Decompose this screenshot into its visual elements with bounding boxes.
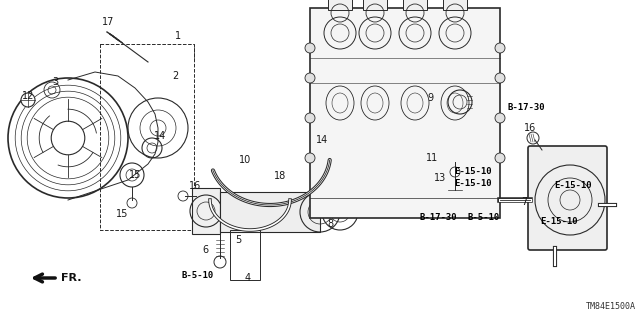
- Circle shape: [527, 132, 539, 144]
- Bar: [310, 8, 500, 218]
- Text: 16: 16: [189, 181, 201, 191]
- Circle shape: [305, 113, 315, 123]
- Circle shape: [21, 93, 35, 107]
- Text: 3: 3: [52, 77, 58, 87]
- Circle shape: [495, 113, 505, 123]
- Circle shape: [305, 73, 315, 83]
- Circle shape: [127, 198, 137, 208]
- Text: 14: 14: [154, 131, 166, 141]
- Text: 1: 1: [175, 31, 181, 41]
- Text: 11: 11: [426, 153, 438, 163]
- Text: 4: 4: [245, 273, 251, 283]
- Circle shape: [214, 256, 226, 268]
- Text: FR.: FR.: [61, 273, 81, 283]
- Text: E-15-10: E-15-10: [540, 218, 578, 226]
- Text: 5: 5: [235, 235, 241, 245]
- Text: 8: 8: [327, 219, 333, 229]
- Bar: [192, 188, 220, 234]
- Text: 6: 6: [202, 245, 208, 255]
- Bar: [220, 192, 320, 232]
- Text: 10: 10: [239, 155, 251, 165]
- Bar: [363, 0, 387, 10]
- Text: 18: 18: [274, 171, 286, 181]
- Circle shape: [495, 153, 505, 163]
- Text: 17: 17: [102, 17, 114, 27]
- Circle shape: [495, 73, 505, 83]
- Text: TM84E1500A: TM84E1500A: [586, 302, 636, 311]
- Text: B-5-10: B-5-10: [468, 213, 500, 222]
- Text: 15: 15: [116, 209, 128, 219]
- Text: B-17-30: B-17-30: [508, 103, 546, 113]
- Text: 14: 14: [316, 135, 328, 145]
- Text: 9: 9: [427, 93, 433, 103]
- Text: 15: 15: [129, 170, 141, 180]
- Circle shape: [178, 191, 188, 201]
- Bar: [443, 0, 467, 10]
- Text: E-15-10: E-15-10: [454, 167, 492, 176]
- Text: 12: 12: [22, 91, 34, 101]
- Text: E-15-10: E-15-10: [454, 180, 492, 189]
- Text: E-15-10: E-15-10: [554, 182, 591, 190]
- Text: B-17-30: B-17-30: [420, 213, 458, 222]
- Circle shape: [305, 153, 315, 163]
- Text: 7: 7: [521, 197, 527, 207]
- Bar: [230, 230, 260, 280]
- Text: 16: 16: [524, 123, 536, 133]
- Bar: [403, 0, 427, 10]
- Text: B-5-10: B-5-10: [182, 271, 214, 279]
- Circle shape: [305, 43, 315, 53]
- Bar: [100, 44, 194, 230]
- Circle shape: [450, 167, 460, 177]
- Bar: [328, 0, 352, 10]
- Text: 13: 13: [434, 173, 446, 183]
- FancyBboxPatch shape: [528, 146, 607, 250]
- Circle shape: [495, 43, 505, 53]
- Text: 2: 2: [172, 71, 178, 81]
